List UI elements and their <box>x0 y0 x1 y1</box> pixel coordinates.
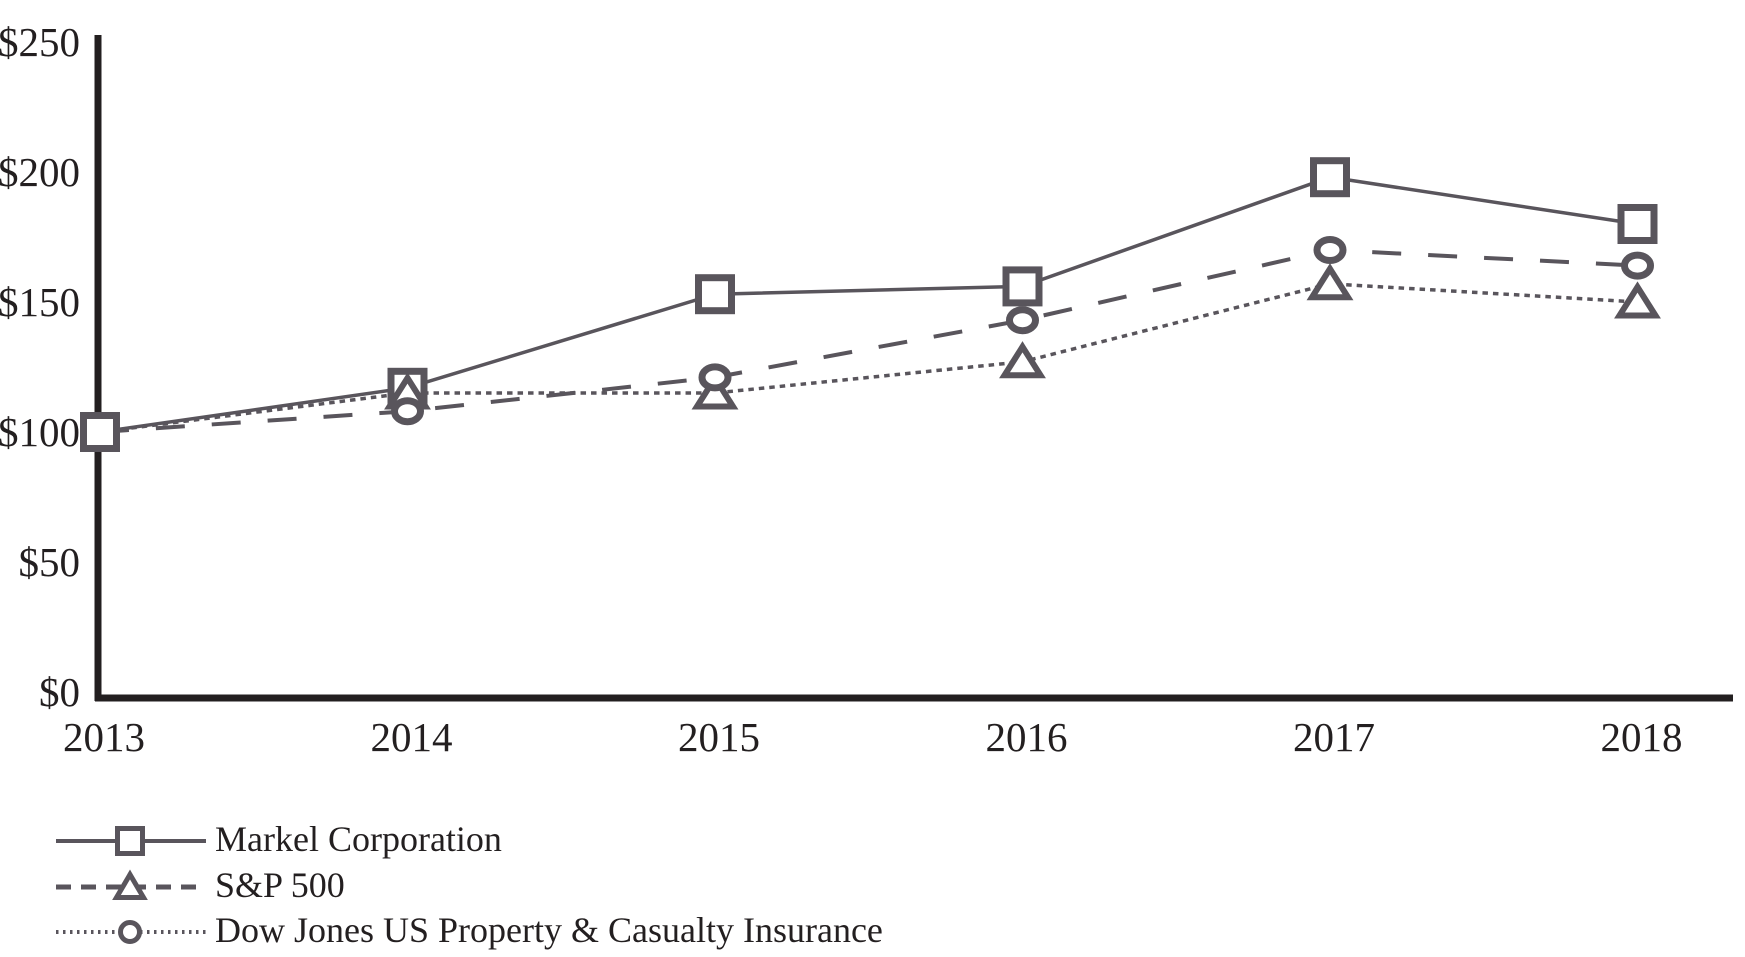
legend-label-markel: Markel Corporation <box>215 819 502 859</box>
series-line-s-p-500 <box>99 282 1638 434</box>
marker-circle-dow-jones-us-property-casualty-insurance-2018 <box>1621 251 1654 280</box>
x-axis-year-labels: 2013 2014 2015 2016 2017 2018 <box>63 714 1683 760</box>
marker-square-markel-corporation-2016 <box>1002 266 1043 307</box>
y-tick-label-250: $250 <box>0 19 80 65</box>
legend-triangle-marker-icon <box>112 869 148 900</box>
year-label-2018: 2018 <box>1601 714 1683 760</box>
year-label-2017: 2017 <box>1293 714 1375 760</box>
y-axis-tick-labels: $250 $200 $150 $100 $50 $0 <box>0 19 80 715</box>
marker-triangle-s-p-500-2018 <box>1614 281 1661 319</box>
marker-square-markel-corporation-2013 <box>80 412 120 452</box>
y-tick-label-100: $100 <box>0 409 80 455</box>
marker-triangle-s-p-500-2016 <box>999 341 1046 379</box>
year-label-2013: 2013 <box>63 714 145 760</box>
y-tick-label-0: $0 <box>39 669 80 715</box>
y-tick-label-150: $150 <box>0 279 80 325</box>
series-markers <box>80 157 1661 452</box>
marker-square-markel-corporation-2017 <box>1310 157 1350 198</box>
year-label-2016: 2016 <box>986 714 1068 760</box>
legend-circle-marker-icon <box>118 920 142 944</box>
legend-label-sp500: S&P 500 <box>215 865 345 905</box>
legend: Markel Corporation S&P 500 Dow Jones US … <box>56 819 883 950</box>
marker-circle-dow-jones-us-property-casualty-insurance-2014 <box>391 397 424 426</box>
series-line-dow-jones-us-property-casualty-insurance <box>99 247 1638 434</box>
year-label-2015: 2015 <box>678 714 760 760</box>
series-lines <box>99 175 1638 434</box>
marker-circle-dow-jones-us-property-casualty-insurance-2016 <box>1006 306 1039 335</box>
y-tick-label-200: $200 <box>0 149 80 195</box>
y-tick-label-50: $50 <box>19 539 81 585</box>
series-line-markel-corporation <box>99 175 1638 434</box>
legend-label-dowjones: Dow Jones US Property & Casualty Insuran… <box>215 910 883 950</box>
legend-square-marker-icon <box>115 826 145 856</box>
marker-triangle-s-p-500-2017 <box>1306 263 1354 301</box>
marker-square-markel-corporation-2018 <box>1617 204 1658 244</box>
marker-circle-dow-jones-us-property-casualty-insurance-2015 <box>698 363 732 392</box>
year-label-2014: 2014 <box>371 714 453 760</box>
marker-circle-dow-jones-us-property-casualty-insurance-2017 <box>1313 236 1347 264</box>
marker-triangle-s-p-500-2015 <box>691 372 739 410</box>
marker-square-markel-corporation-2015 <box>695 274 735 315</box>
